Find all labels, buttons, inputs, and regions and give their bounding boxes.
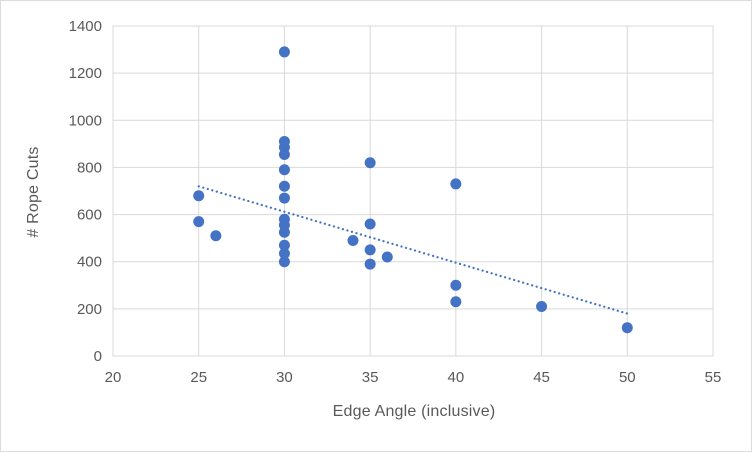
y-tick-label: 0	[94, 348, 102, 365]
data-point	[450, 296, 462, 308]
y-tick-label: 1000	[69, 112, 102, 129]
x-tick-label: 55	[705, 369, 722, 386]
data-point	[278, 148, 290, 160]
y-tick-label: 400	[77, 254, 102, 271]
x-tick-label: 40	[448, 369, 465, 386]
data-point	[278, 239, 290, 251]
data-point	[278, 192, 290, 204]
y-axis-title: # Rope Cuts	[25, 146, 42, 238]
x-tick-label: 50	[619, 369, 636, 386]
data-point	[364, 258, 376, 270]
data-point	[536, 301, 548, 312]
data-point	[278, 226, 290, 238]
x-axis-title: Edge Angle (inclusive)	[332, 403, 496, 420]
data-point	[278, 256, 290, 268]
y-tick-label: 200	[77, 301, 102, 318]
y-tick-label: 1400	[69, 18, 102, 35]
data-point	[278, 180, 290, 192]
data-point	[210, 230, 222, 242]
x-tick-label: 25	[190, 369, 207, 386]
plot-border	[112, 25, 714, 357]
data-point	[450, 178, 462, 190]
x-tick-label: 30	[276, 369, 293, 386]
data-point	[621, 322, 633, 334]
data-point	[364, 218, 376, 230]
data-point	[278, 247, 290, 259]
y-tick-label: 600	[77, 207, 102, 224]
data-point	[450, 279, 462, 291]
y-tick-label: 1200	[69, 65, 102, 82]
data-point	[278, 164, 290, 176]
trendline	[197, 185, 629, 315]
data-point	[278, 46, 290, 58]
data-point	[193, 216, 205, 228]
y-tick-label: 800	[77, 159, 102, 176]
data-point	[193, 190, 205, 202]
data-point	[347, 235, 359, 246]
data-point	[381, 251, 393, 263]
data-point	[364, 157, 376, 169]
x-tick-label: 45	[533, 369, 550, 386]
data-point	[364, 244, 376, 256]
x-tick-label: 35	[362, 369, 379, 386]
x-tick-label: 20	[105, 369, 122, 386]
